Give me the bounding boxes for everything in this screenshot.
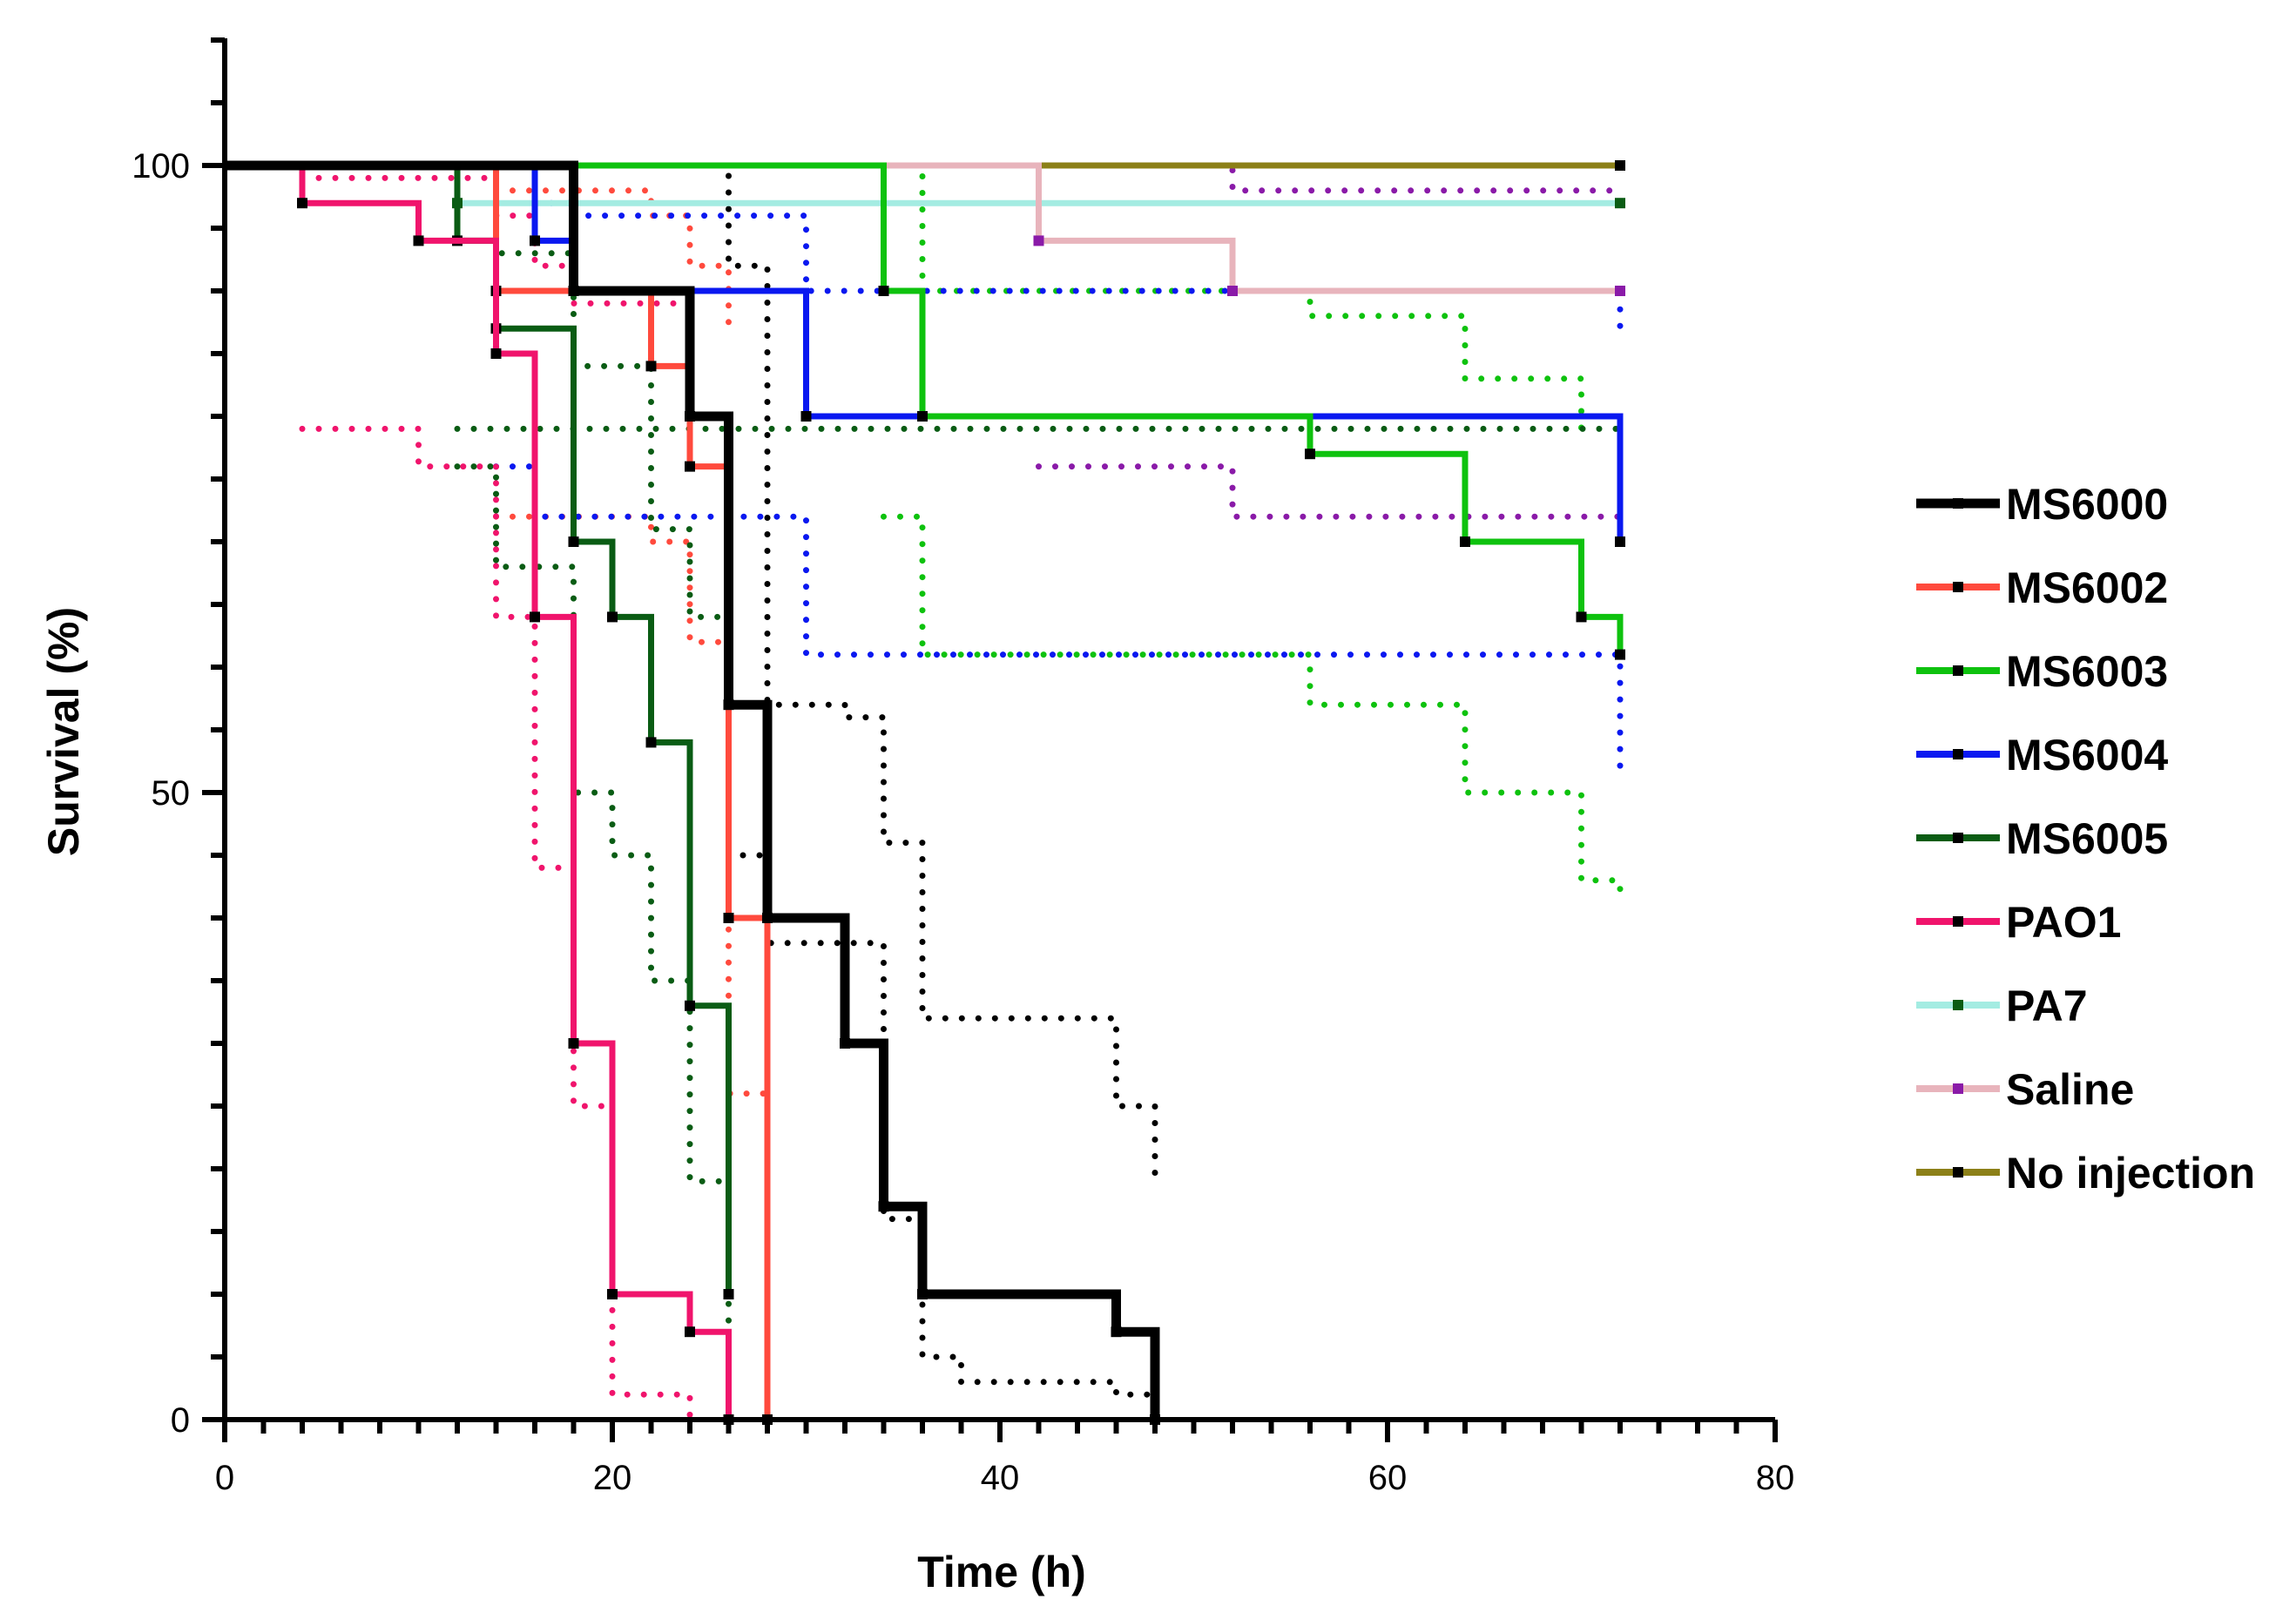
- legend-item-no-injection: No injection: [1916, 1149, 2255, 1198]
- legend-item-ms6005: MS6005: [1916, 814, 2168, 863]
- x-tick-label: 20: [593, 1459, 632, 1497]
- curve-ms6000: [225, 160, 1160, 1420]
- ci-band-lower-ms6004: [493, 463, 1624, 771]
- censor-marker-no-injection: [1615, 160, 1625, 171]
- censor-marker-ms6005: [607, 611, 618, 623]
- axes: 0 20 40 60 80 0 50 100: [132, 37, 1795, 1497]
- legend-item-ms6004: MS6004: [1916, 731, 2168, 779]
- x-tick-label: 80: [1756, 1459, 1795, 1497]
- censor-marker-saline: [1227, 286, 1238, 296]
- legend-marker-ms6002: [1953, 582, 1963, 592]
- censor-marker-ms6005: [568, 536, 579, 547]
- censor-marker-ms6000: [878, 1201, 889, 1212]
- legend-label-pa7: PA7: [2006, 982, 2088, 1030]
- legend-item-saline: Saline: [1916, 1065, 2134, 1114]
- legend-label-ms6002: MS6002: [2006, 563, 2168, 612]
- legend-label-ms6004: MS6004: [2006, 731, 2168, 779]
- legend-marker-saline: [1953, 1083, 1963, 1094]
- legend-item-ms6002: MS6002: [1916, 563, 2168, 612]
- y-tick-label: 100: [132, 147, 190, 186]
- censor-marker-ms6000: [723, 699, 734, 711]
- censor-marker-pao1: [297, 198, 307, 209]
- censor-marker-pao1: [568, 1038, 579, 1049]
- censor-marker-ms6004: [1615, 536, 1625, 547]
- ci-band-lower-ms6003: [881, 513, 1624, 896]
- censor-marker-ms6000: [762, 913, 773, 923]
- censor-marker-ms6003: [1615, 649, 1625, 660]
- ci-band-lower-saline: [1036, 463, 1624, 520]
- legend-marker-ms6003: [1953, 665, 1963, 676]
- censor-marker-ms6004: [800, 411, 812, 422]
- x-tick-label: 40: [981, 1459, 1020, 1497]
- ci-band-upper-ms6004: [531, 199, 1624, 345]
- legend-item-pa7: PA7: [1916, 982, 2088, 1030]
- censor-marker-pao1: [530, 611, 540, 623]
- y-tick-label: 0: [171, 1401, 190, 1440]
- censor-marker-ms6000: [840, 1038, 850, 1049]
- censor-marker-ms6003: [1576, 611, 1587, 623]
- legend-label-ms6000: MS6000: [2006, 480, 2168, 529]
- ci-band-upper-ms6003: [881, 162, 1584, 445]
- legend-marker-ms6000: [1953, 498, 1963, 509]
- survival-curves: [225, 160, 1625, 1425]
- y-axis-title: Survival (%): [39, 607, 88, 856]
- y-tick-label: 50: [152, 774, 191, 813]
- legend-marker-ms6004: [1953, 749, 1963, 759]
- legend-label-ms6003: MS6003: [2006, 647, 2168, 696]
- legend-marker-ms6005: [1953, 833, 1963, 843]
- curve-pa7: [225, 162, 1620, 206]
- legend-label-no-injection: No injection: [2006, 1149, 2255, 1198]
- legend-marker-pao1: [1953, 916, 1963, 927]
- legend-label-pao1: PAO1: [2006, 898, 2121, 947]
- censor-marker-ms6005: [723, 1289, 734, 1299]
- censor-marker-ms6003: [917, 411, 928, 422]
- censor-marker-ms6003: [1305, 449, 1315, 460]
- censor-marker-saline: [1615, 286, 1625, 296]
- legend: MS6000 MS6002 MS6003 MS6004 MS6005 PAO1 PA7 Sal…: [1916, 480, 2255, 1198]
- censor-marker-pao1: [413, 235, 424, 246]
- censor-marker-ms6002: [685, 461, 695, 472]
- censor-marker-ms6000: [1111, 1326, 1122, 1338]
- censor-marker-ms6005: [645, 737, 657, 748]
- censor-marker-pao1: [607, 1289, 618, 1299]
- curve-saline: [225, 162, 1620, 294]
- ci-band-lower-ms6002: [493, 513, 771, 1423]
- legend-item-ms6003: MS6003: [1916, 647, 2168, 696]
- censor-marker-ms6002: [723, 913, 734, 923]
- censor-marker-ms6000: [568, 286, 579, 296]
- legend-marker-pa7: [1953, 1000, 1963, 1010]
- censor-marker-ms6004: [530, 235, 540, 246]
- ci-band-upper-saline: [1036, 162, 1624, 194]
- legend-marker-no-injection: [1953, 1167, 1963, 1178]
- legend-label-saline: Saline: [2006, 1065, 2134, 1114]
- censor-marker-pao1: [490, 348, 502, 359]
- legend-item-ms6000: MS6000: [1916, 480, 2168, 529]
- censor-marker-pa7: [1615, 198, 1625, 209]
- x-tick-label: 60: [1368, 1459, 1408, 1497]
- censor-marker-pao1: [685, 1326, 695, 1338]
- x-tick-label: 0: [215, 1459, 234, 1497]
- legend-item-pao1: PAO1: [1916, 898, 2121, 947]
- censor-marker-ms6005: [685, 1000, 695, 1011]
- ci-band-lower-ms6005: [454, 463, 732, 1398]
- x-axis-title: Time (h): [917, 1548, 1086, 1596]
- legend-label-ms6005: MS6005: [2006, 814, 2168, 863]
- censor-marker-saline: [1033, 235, 1044, 246]
- censor-marker-ms6003: [878, 286, 889, 296]
- ci-band-upper-ms6000: [571, 162, 1158, 1184]
- censor-marker-ms6000: [685, 411, 695, 422]
- censor-marker-ms6002: [645, 361, 657, 372]
- censor-marker-ms6000: [917, 1289, 928, 1299]
- censor-marker-ms6003: [1460, 536, 1470, 547]
- ci-band-lower-pao1: [299, 425, 693, 1423]
